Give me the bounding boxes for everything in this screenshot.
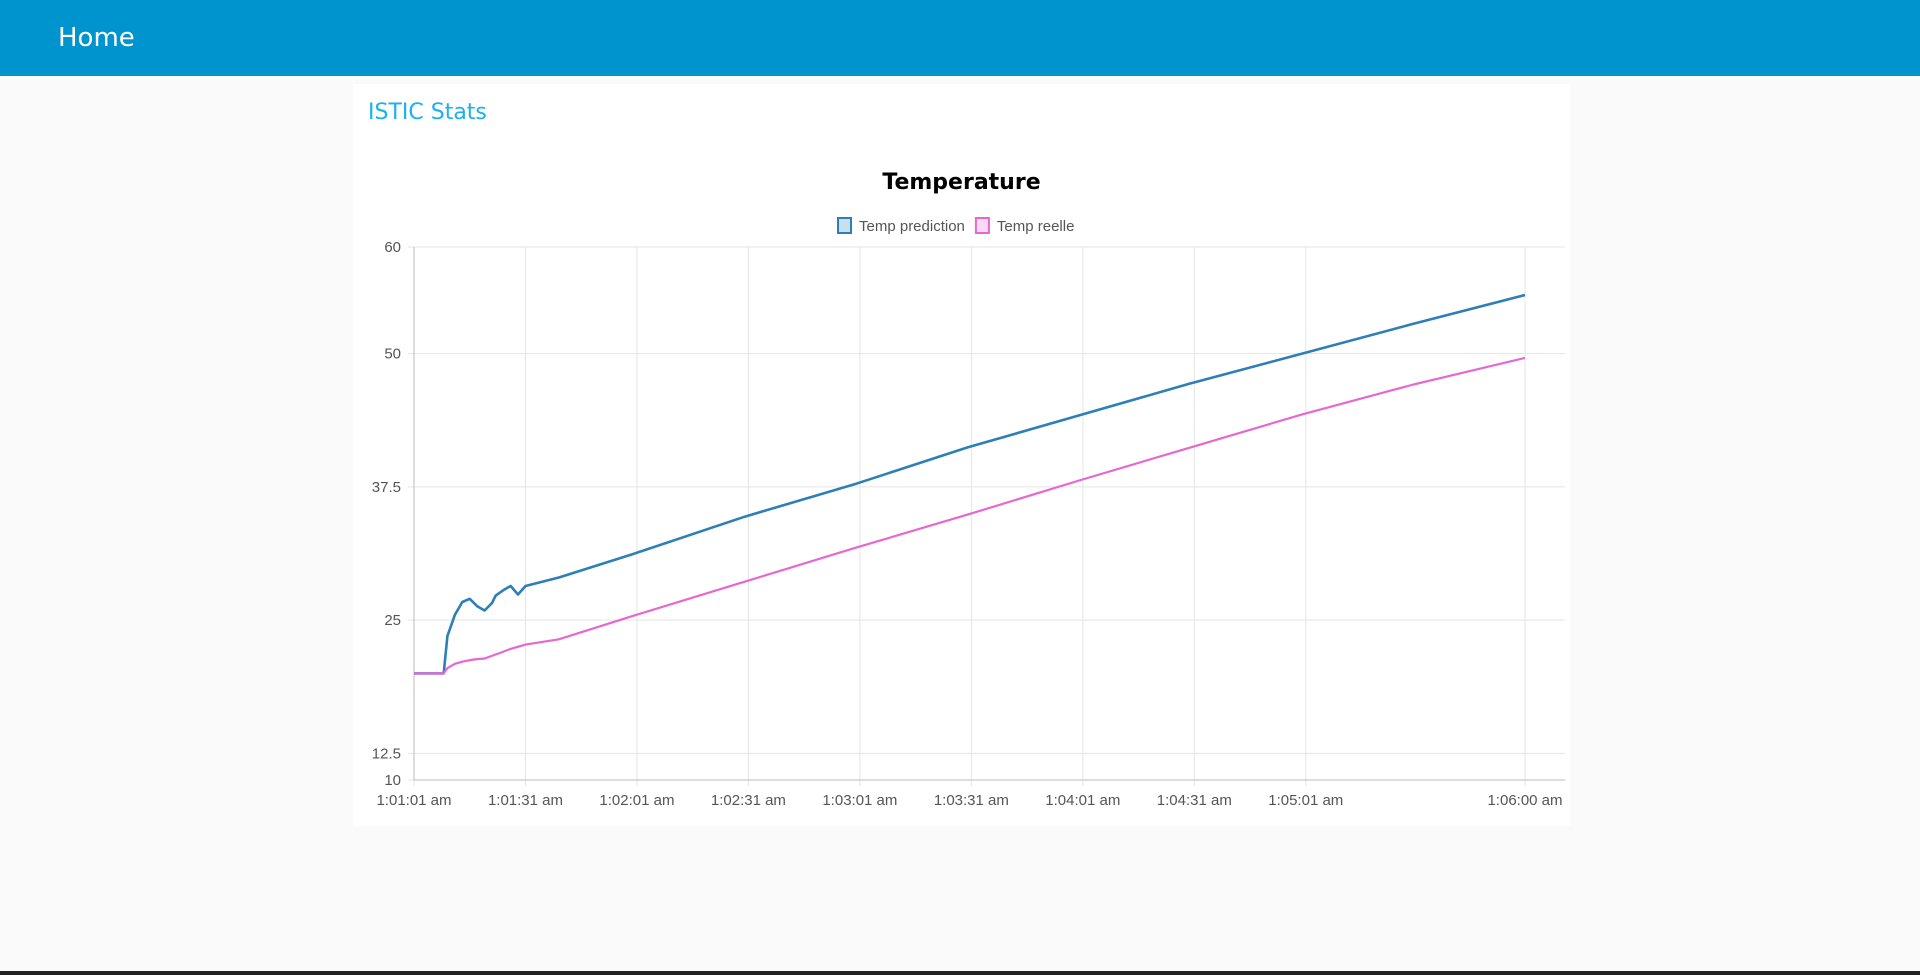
card-title: ISTIC Stats: [368, 100, 487, 125]
y-tick-label: 37.5: [372, 479, 401, 496]
x-tick-label: 1:02:01 am: [599, 792, 674, 809]
legend-label-prediction: Temp prediction: [859, 218, 965, 235]
x-tick-label: 1:05:01 am: [1268, 792, 1343, 809]
y-tick-label: 12.5: [372, 745, 401, 762]
x-tick-label: 1:03:31 am: [934, 792, 1009, 809]
y-axis-ticks: 10 12.5 25 37.5 50 60: [372, 239, 401, 789]
x-tick-label: 1:03:01 am: [822, 792, 897, 809]
axes: [413, 247, 1565, 781]
grid-lines: [408, 246, 1565, 786]
top-bar: Home: [0, 0, 1920, 76]
x-tick-label: 1:06:00 am: [1487, 792, 1562, 809]
legend-swatch-prediction: [837, 217, 852, 234]
series-line-prediction: [414, 293, 1526, 675]
x-tick-label: 1:04:01 am: [1045, 792, 1120, 809]
x-tick-label: 1:04:31 am: [1157, 792, 1232, 809]
home-title[interactable]: Home: [58, 23, 135, 53]
series-lines: [414, 293, 1526, 675]
x-axis-ticks: 1:01:01 am 1:01:31 am 1:02:01 am 1:02:31 am…: [376, 792, 1562, 809]
series-line-reelle: [414, 356, 1526, 675]
x-tick-label: 1:01:31 am: [488, 792, 563, 809]
x-tick-label: 1:01:01 am: [376, 792, 451, 809]
legend-swatch-reelle: [974, 217, 990, 234]
y-tick-label: 25: [384, 612, 401, 629]
bottom-rule: [0, 971, 1920, 975]
y-tick-label: 60: [384, 239, 401, 256]
y-tick-label: 50: [384, 346, 401, 363]
stats-card: ISTIC Stats Temperature 10 12.5 25 37.5 50 60…: [353, 84, 1570, 826]
chart-title: Temperature: [882, 170, 1041, 195]
x-tick-label: 1:02:31 am: [711, 792, 786, 809]
legend-label-reelle: Temp reelle: [997, 218, 1075, 235]
y-tick-label: 10: [384, 772, 401, 789]
legend: Temp prediction Temp reelle: [837, 217, 1075, 235]
